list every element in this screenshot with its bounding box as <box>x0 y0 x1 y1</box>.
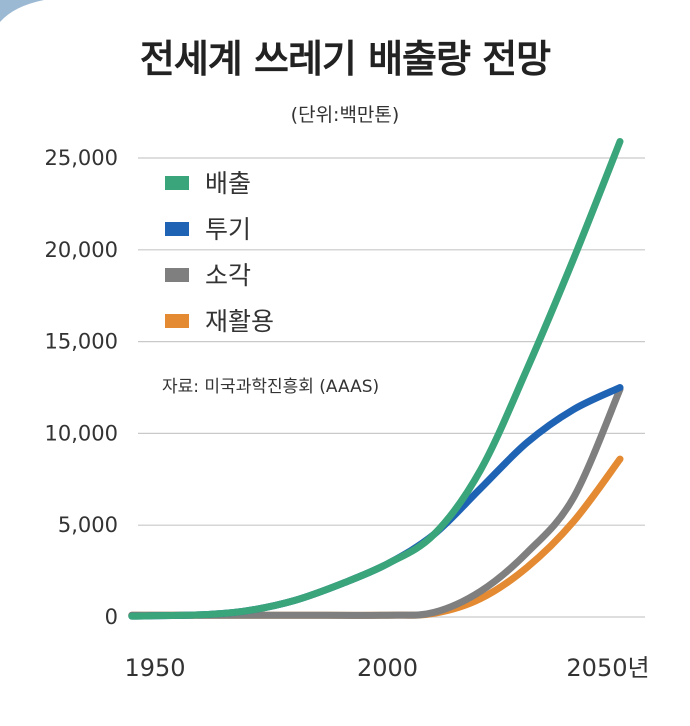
source-note: 자료: 미국과학진흥회 (AAAS) <box>162 377 379 397</box>
y-tick-label: 15,000 <box>45 330 118 354</box>
series-lines <box>128 138 624 620</box>
x-tick-label: 2050년 <box>566 654 649 682</box>
legend-label: 배출 <box>205 169 251 198</box>
chart-unit-label: (단위:백만톤) <box>290 104 400 126</box>
legend-label: 투기 <box>205 215 251 244</box>
chart-title: 전세계 쓰레기 배출량 전망 <box>139 37 551 81</box>
legend-swatch <box>165 268 189 282</box>
y-tick-label: 5,000 <box>58 513 118 537</box>
legend-label: 소각 <box>205 261 251 290</box>
x-tick-label: 1950 <box>124 654 185 682</box>
series-line-2 <box>128 384 624 620</box>
legend-swatch <box>165 314 189 328</box>
legend-swatch <box>165 222 189 236</box>
y-axis-ticks: 0 5,000 10,000 15,000 20,000 25,000 <box>45 146 118 629</box>
y-tick-label: 0 <box>105 605 118 629</box>
y-tick-label: 25,000 <box>45 146 118 170</box>
x-tick-label: 2000 <box>357 654 418 682</box>
legend-swatch <box>165 176 189 190</box>
legend-label: 재활용 <box>205 307 274 336</box>
x-axis-ticks: 1950 2000 2050년 <box>124 654 649 682</box>
series-line-1 <box>128 138 624 620</box>
y-tick-label: 20,000 <box>45 238 118 262</box>
y-tick-label: 10,000 <box>45 421 118 445</box>
